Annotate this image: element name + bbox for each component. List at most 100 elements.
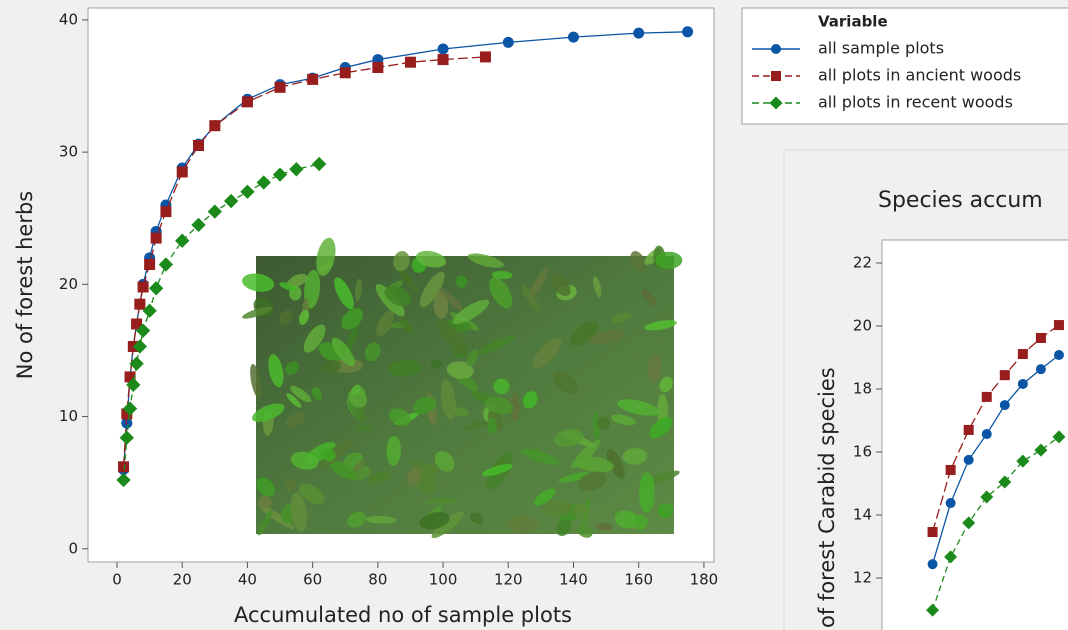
y-tick-label: 20 <box>59 275 78 293</box>
leaf <box>393 251 410 272</box>
marker <box>158 257 174 272</box>
x-tick-label: 40 <box>238 571 257 589</box>
leaf <box>542 500 573 517</box>
marker <box>437 43 449 55</box>
marker <box>1035 364 1046 375</box>
leaf <box>353 459 366 472</box>
leaf <box>311 386 323 400</box>
leaf <box>433 291 449 319</box>
leaf <box>344 320 361 356</box>
leaf <box>290 451 319 470</box>
leaf <box>438 288 463 311</box>
leaf <box>424 497 460 505</box>
marker <box>272 167 288 182</box>
leaf <box>279 282 297 291</box>
leaf <box>355 424 372 432</box>
leaf <box>419 271 445 308</box>
leaf <box>453 407 469 417</box>
marker <box>999 400 1010 411</box>
marker <box>339 67 351 79</box>
y-tick-label: 0 <box>68 539 78 557</box>
leaf <box>556 519 572 536</box>
leaf <box>491 270 513 280</box>
leaf <box>510 393 520 422</box>
marker <box>207 204 222 219</box>
leaf <box>257 510 273 536</box>
marker <box>137 281 149 293</box>
leaf <box>278 309 293 326</box>
marker <box>289 162 304 177</box>
leaf <box>384 285 412 307</box>
leaf <box>415 250 447 268</box>
leaf <box>285 412 306 428</box>
leaf <box>578 471 608 491</box>
x-tick-label: 0 <box>112 571 122 589</box>
leaf <box>290 385 312 403</box>
leaf <box>521 284 542 313</box>
leaf <box>558 472 592 483</box>
marker <box>191 217 206 232</box>
leaf <box>347 511 366 528</box>
series-line <box>931 324 1060 533</box>
y-tick-label: 10 <box>59 407 78 425</box>
marker <box>479 51 491 63</box>
legend-label: all plots in ancient woods <box>818 66 1021 85</box>
leaf <box>388 359 422 377</box>
leaf <box>355 278 363 302</box>
leaf <box>438 319 467 355</box>
leaf <box>350 384 361 396</box>
leaf <box>606 448 625 479</box>
x-tick-label: 140 <box>559 571 588 589</box>
marker <box>771 71 781 81</box>
marker <box>771 44 781 54</box>
marker <box>404 56 416 68</box>
marker <box>121 408 133 420</box>
marker <box>981 429 992 440</box>
marker <box>135 323 151 338</box>
y-axis-title: of forest Carabid species <box>815 367 839 628</box>
leaf <box>365 515 397 524</box>
leaf <box>641 289 658 307</box>
marker <box>927 527 938 538</box>
leaf <box>299 484 325 505</box>
leaf <box>316 237 336 276</box>
plot-area <box>881 239 1068 630</box>
y-tick-label: 12 <box>853 569 872 587</box>
legend-label: all plots in recent woods <box>818 93 1013 112</box>
y-tick-label: 18 <box>853 380 872 398</box>
legend-label: all sample plots <box>818 39 944 58</box>
marker <box>274 81 286 93</box>
leaf <box>639 472 655 513</box>
leaf <box>655 251 683 269</box>
x-tick-label: 160 <box>624 571 653 589</box>
marker <box>998 475 1012 489</box>
leaf <box>399 317 414 334</box>
photo-background <box>256 256 674 534</box>
leaf <box>553 428 584 447</box>
leaf <box>413 397 437 415</box>
leaf <box>440 379 456 420</box>
y-tick-label: 20 <box>853 317 872 335</box>
x-axis-title: Accumulated no of sample plots <box>234 603 572 627</box>
leaf <box>596 416 610 430</box>
leaf <box>590 329 624 345</box>
leaf <box>303 324 326 353</box>
marker <box>134 298 146 310</box>
leaf <box>320 448 336 462</box>
x-tick-label: 100 <box>429 571 458 589</box>
marker <box>502 36 514 48</box>
y-tick-label: 30 <box>59 143 78 161</box>
leaf <box>481 463 513 477</box>
leaf <box>257 495 272 510</box>
leaf <box>649 417 672 439</box>
leaf <box>419 512 450 530</box>
marker <box>1053 320 1064 331</box>
marker <box>175 233 190 248</box>
marker <box>116 472 131 488</box>
leaf <box>434 451 455 472</box>
marker <box>122 401 138 416</box>
leaf <box>469 512 484 524</box>
leaf <box>489 277 513 309</box>
